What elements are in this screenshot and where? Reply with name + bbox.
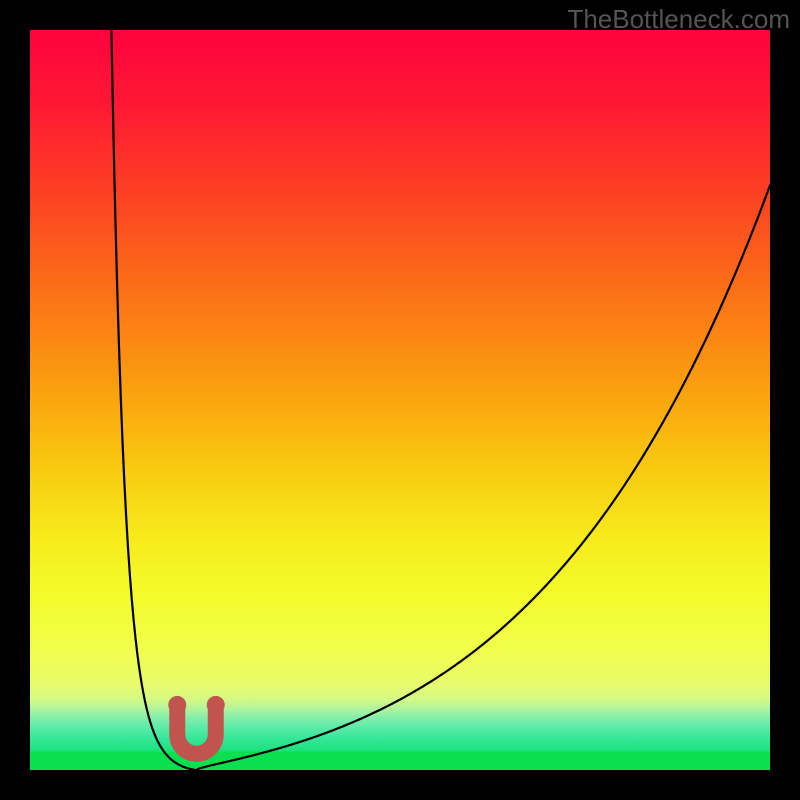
plot-area — [30, 30, 770, 770]
chart-root: TheBottleneck.com — [0, 0, 800, 800]
gradient-background — [30, 30, 770, 770]
bottom-green-strip — [30, 752, 770, 771]
chart-svg — [30, 30, 770, 770]
